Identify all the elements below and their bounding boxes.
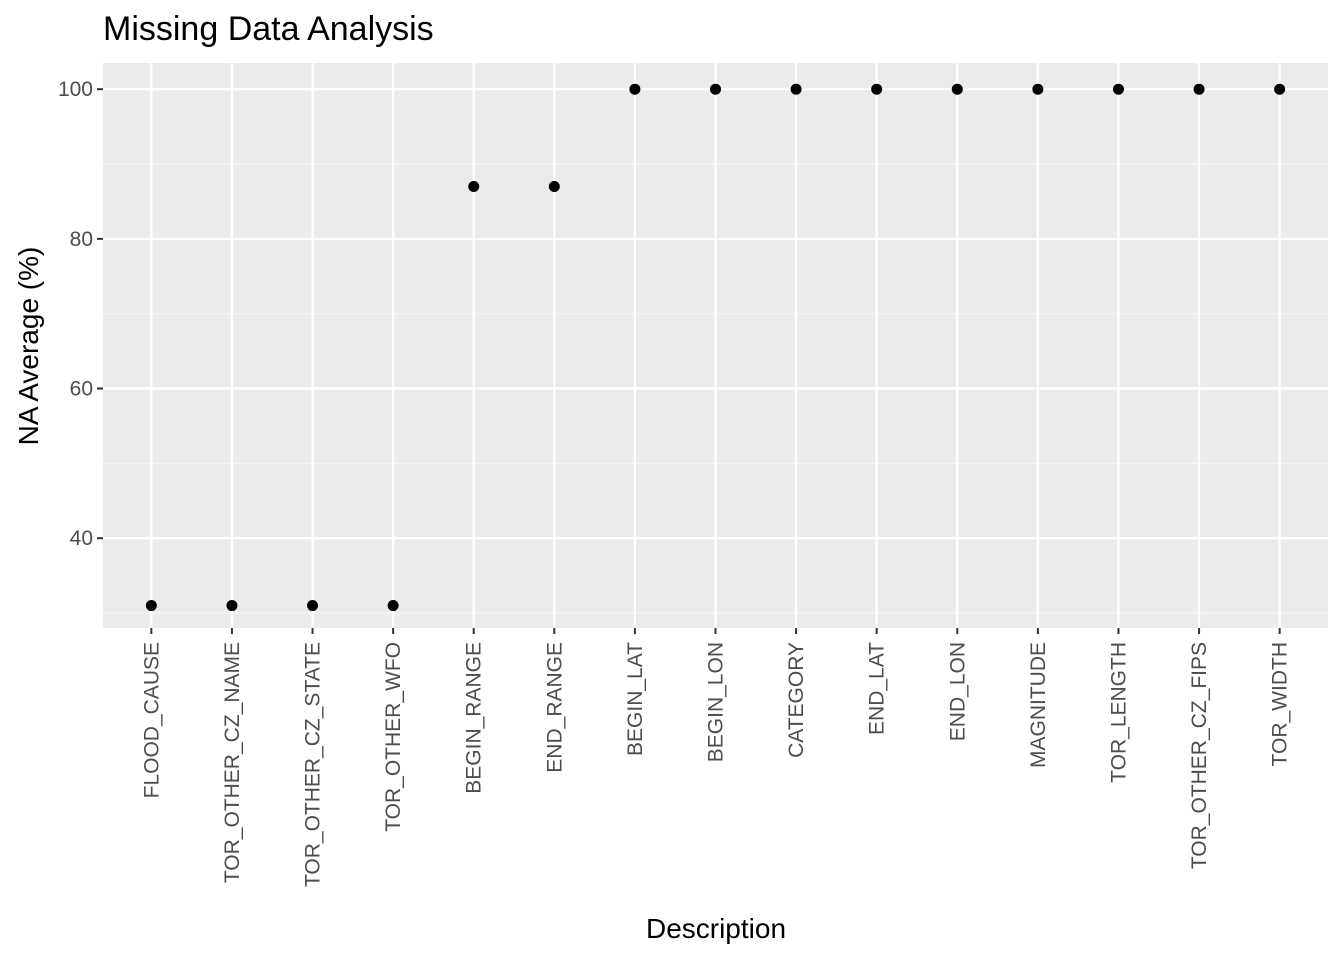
data-point-1 — [226, 600, 238, 612]
x-tick-label-12: TOR_LENGTH — [1107, 642, 1130, 783]
y-tick-label-3: 100 — [58, 78, 93, 101]
data-point-2 — [307, 600, 319, 612]
y-axis-title: NA Average (%) — [13, 247, 44, 446]
y-tick-label-1: 60 — [70, 378, 93, 401]
data-point-3 — [387, 600, 399, 612]
x-tick-label-5: END_RANGE — [543, 642, 566, 773]
data-points — [145, 83, 1286, 612]
chart-title: Missing Data Analysis — [103, 10, 434, 48]
x-tick-label-13: TOR_OTHER_CZ_FIPS — [1188, 642, 1211, 869]
data-point-8 — [790, 83, 802, 95]
y-tick-label-0: 40 — [70, 527, 93, 550]
x-tick-label-2: TOR_OTHER_CZ_STATE — [302, 642, 325, 887]
x-tick-label-10: END_LON — [946, 642, 969, 741]
y-axis: 40 60 80 100 — [58, 78, 103, 550]
x-tick-label-6: BEGIN_LAT — [624, 642, 647, 756]
x-tick-label-8: CATEGORY — [785, 642, 808, 758]
x-axis: FLOOD_CAUSE TOR_OTHER_CZ_NAME TOR_OTHER_CZ… — [140, 628, 1292, 887]
x-tick-label-3: TOR_OTHER_WFO — [382, 642, 405, 832]
x-tick-label-11: MAGNITUDE — [1027, 642, 1050, 768]
data-point-11 — [1032, 83, 1044, 95]
data-point-5 — [548, 180, 560, 192]
y-tick-label-2: 80 — [70, 228, 93, 251]
x-axis-title: Description — [646, 913, 786, 944]
data-point-12 — [1112, 83, 1124, 95]
data-point-4 — [468, 180, 480, 192]
x-tick-label-9: END_LAT — [866, 642, 889, 735]
x-tick-label-14: TOR_WIDTH — [1269, 642, 1292, 766]
data-point-9 — [871, 83, 883, 95]
x-tick-label-4: BEGIN_RANGE — [463, 642, 486, 794]
x-tick-label-0: FLOOD_CAUSE — [140, 642, 163, 798]
data-point-6 — [629, 83, 641, 95]
x-tick-label-7: BEGIN_LON — [705, 642, 728, 762]
data-point-7 — [710, 83, 721, 95]
major-gridlines — [103, 63, 1328, 628]
data-point-13 — [1193, 83, 1205, 95]
data-point-10 — [951, 83, 963, 95]
x-tick-label-1: TOR_OTHER_CZ_NAME — [221, 642, 244, 883]
data-point-0 — [145, 600, 157, 612]
data-point-14 — [1274, 83, 1286, 95]
